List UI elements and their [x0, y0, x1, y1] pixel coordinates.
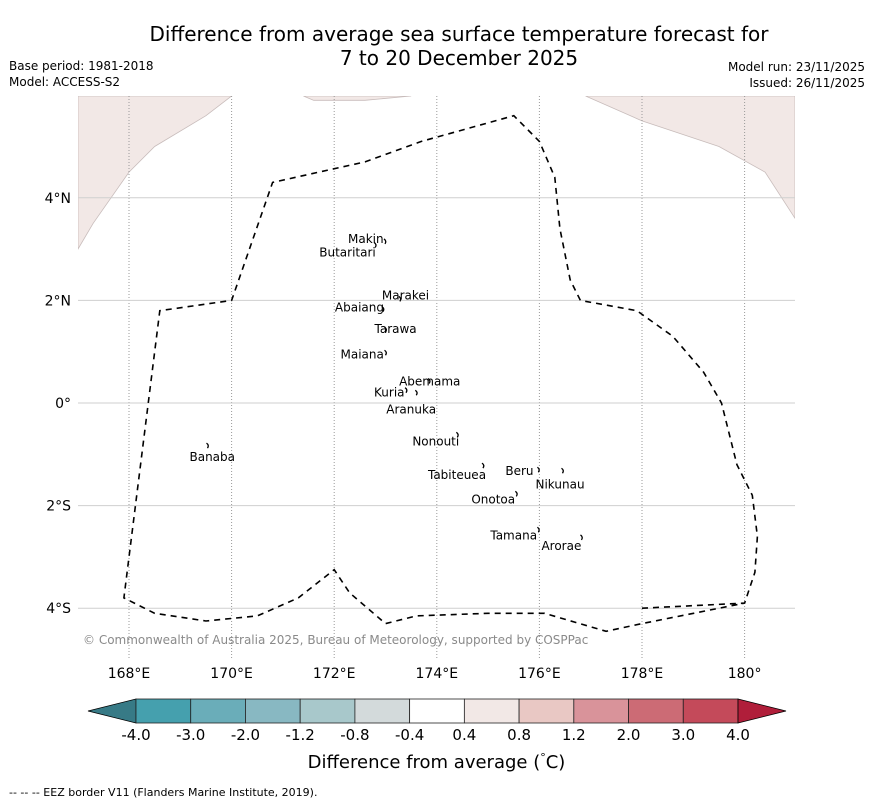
- colorbar-bin: [245, 698, 301, 724]
- title-line-2: 7 to 20 December 2025: [339, 46, 579, 70]
- island-shape: [455, 431, 459, 438]
- island-label: Tarawa: [374, 322, 417, 336]
- island-shape: [206, 442, 209, 449]
- island-label: Maiana: [341, 347, 384, 361]
- island-shape: [514, 490, 518, 497]
- colorbar-tick-label: 3.0: [671, 726, 695, 744]
- colorbar: -4.0 -3.0 -2.0 -1.2 -0.8 -0.4 0.4 0.8 1.2 2.0 3.0 4…: [87, 698, 787, 744]
- island-shape: [404, 387, 408, 394]
- colorbar-over-arrow: [737, 698, 787, 724]
- model-name: Model: ACCESS-S2: [9, 75, 121, 89]
- issued-date: Issued: 26/11/2025: [749, 76, 865, 90]
- colorbar-label: Difference from average (°C): [307, 751, 566, 773]
- island-label: Butaritari: [319, 246, 376, 260]
- lon-tick-label: 176°E: [518, 666, 561, 682]
- island-shape: [398, 295, 402, 302]
- island-shape: [414, 389, 418, 396]
- eez-footnote: -- -- -- EEZ border V11 (Flanders Marine…: [9, 786, 318, 799]
- colorbar-tick-label: -0.4: [395, 726, 424, 744]
- island-shape: [536, 526, 540, 533]
- colorbar-bin: [573, 698, 629, 724]
- colorbar-tick-label: -1.2: [286, 726, 315, 744]
- colorbar-bin: [409, 698, 465, 724]
- island-label: Marakei: [382, 288, 429, 302]
- colorbar-tick-label: 2.0: [617, 726, 641, 744]
- lon-tick-label: 180°: [728, 666, 762, 682]
- colorbar-bin: [299, 698, 356, 724]
- anomaly-region: [303, 96, 412, 101]
- lat-tick-label: 2°S: [46, 499, 71, 515]
- island-shape: [536, 466, 540, 473]
- lat-tick-label: 2°N: [45, 293, 71, 309]
- colorbar-tick-label: 0.4: [452, 726, 476, 744]
- island-label: Tamana: [489, 528, 537, 542]
- eez-border-layer: [123, 114, 759, 633]
- colorbar-bin: [354, 698, 411, 724]
- island-shape: [580, 534, 583, 541]
- colorbar-bin: [463, 698, 520, 724]
- axis-labels: 168°E 170°E 172°E 174°E 176°E 178°E 180° 4°N 2°N…: [45, 191, 762, 682]
- island-label: Nikunau: [535, 477, 584, 491]
- anomaly-region: [78, 96, 233, 250]
- island-label: Nonouti: [412, 434, 459, 448]
- lat-tick-label: 0°: [55, 396, 71, 412]
- anomaly-layer: [78, 96, 795, 250]
- colorbar-tick-label: -2.0: [231, 726, 260, 744]
- colorbar-tick-label: 4.0: [726, 726, 750, 744]
- colorbar-tick-label: -0.8: [340, 726, 369, 744]
- lon-tick-label: 172°E: [313, 666, 356, 682]
- island-label: Abemama: [399, 374, 460, 388]
- lon-tick-label: 178°E: [621, 666, 664, 682]
- island-label: Banaba: [189, 450, 235, 464]
- anomaly-region: [585, 96, 795, 220]
- colorbar-under-arrow: [87, 698, 137, 724]
- island-label: Kuria: [374, 386, 405, 400]
- copyright-text: © Commonwealth of Australia 2025, Bureau…: [83, 633, 588, 647]
- island-shape: [384, 349, 387, 356]
- island-label: Makin: [348, 232, 384, 246]
- colorbar-bin: [682, 698, 739, 724]
- forecast-meta-left: Base period: 1981-2018 Model: ACCESS-S2: [9, 58, 154, 90]
- colorbar-tick-label: -4.0: [121, 726, 150, 744]
- colorbar-tick-label: -3.0: [176, 726, 205, 744]
- island-label: Abaiang: [335, 301, 384, 315]
- lon-tick-label: 174°E: [416, 666, 459, 682]
- colorbar-tick-label: 1.2: [562, 726, 586, 744]
- island-shape: [427, 377, 431, 384]
- map-title: Difference from average sea surface temp…: [0, 22, 873, 70]
- island-shape: [384, 326, 387, 333]
- island-shape: [381, 306, 385, 313]
- lat-tick-label: 4°S: [46, 601, 71, 617]
- island-shape: [373, 241, 377, 248]
- graticule: [78, 96, 795, 659]
- lat-tick-label: 4°N: [45, 191, 71, 207]
- lon-tick-label: 170°E: [210, 666, 253, 682]
- title-line-1: Difference from average sea surface temp…: [149, 22, 769, 46]
- model-run-date: Model run: 23/11/2025: [727, 60, 865, 74]
- colorbar-bin: [628, 698, 684, 724]
- island-shape: [481, 462, 485, 469]
- island-shape: [383, 238, 387, 245]
- colorbar-bin: [135, 698, 192, 724]
- island-label: Onotoa: [471, 492, 515, 506]
- colorbar-tick-label: 0.8: [507, 726, 531, 744]
- island-label: Arorae: [541, 539, 581, 553]
- colorbar-bin: [190, 698, 246, 724]
- base-period: Base period: 1981-2018: [9, 59, 154, 73]
- colorbar-bin: [518, 698, 575, 724]
- island-label: Aranuka: [386, 402, 436, 416]
- island-label: Tabiteuea: [427, 468, 486, 482]
- island-shape: [561, 467, 564, 474]
- eez-border-line: [123, 114, 759, 633]
- island-label: Beru: [505, 464, 533, 478]
- forecast-meta-right: Model run: 23/11/2025 Issued: 26/11/2025: [728, 59, 865, 91]
- lon-tick-label: 168°E: [108, 666, 151, 682]
